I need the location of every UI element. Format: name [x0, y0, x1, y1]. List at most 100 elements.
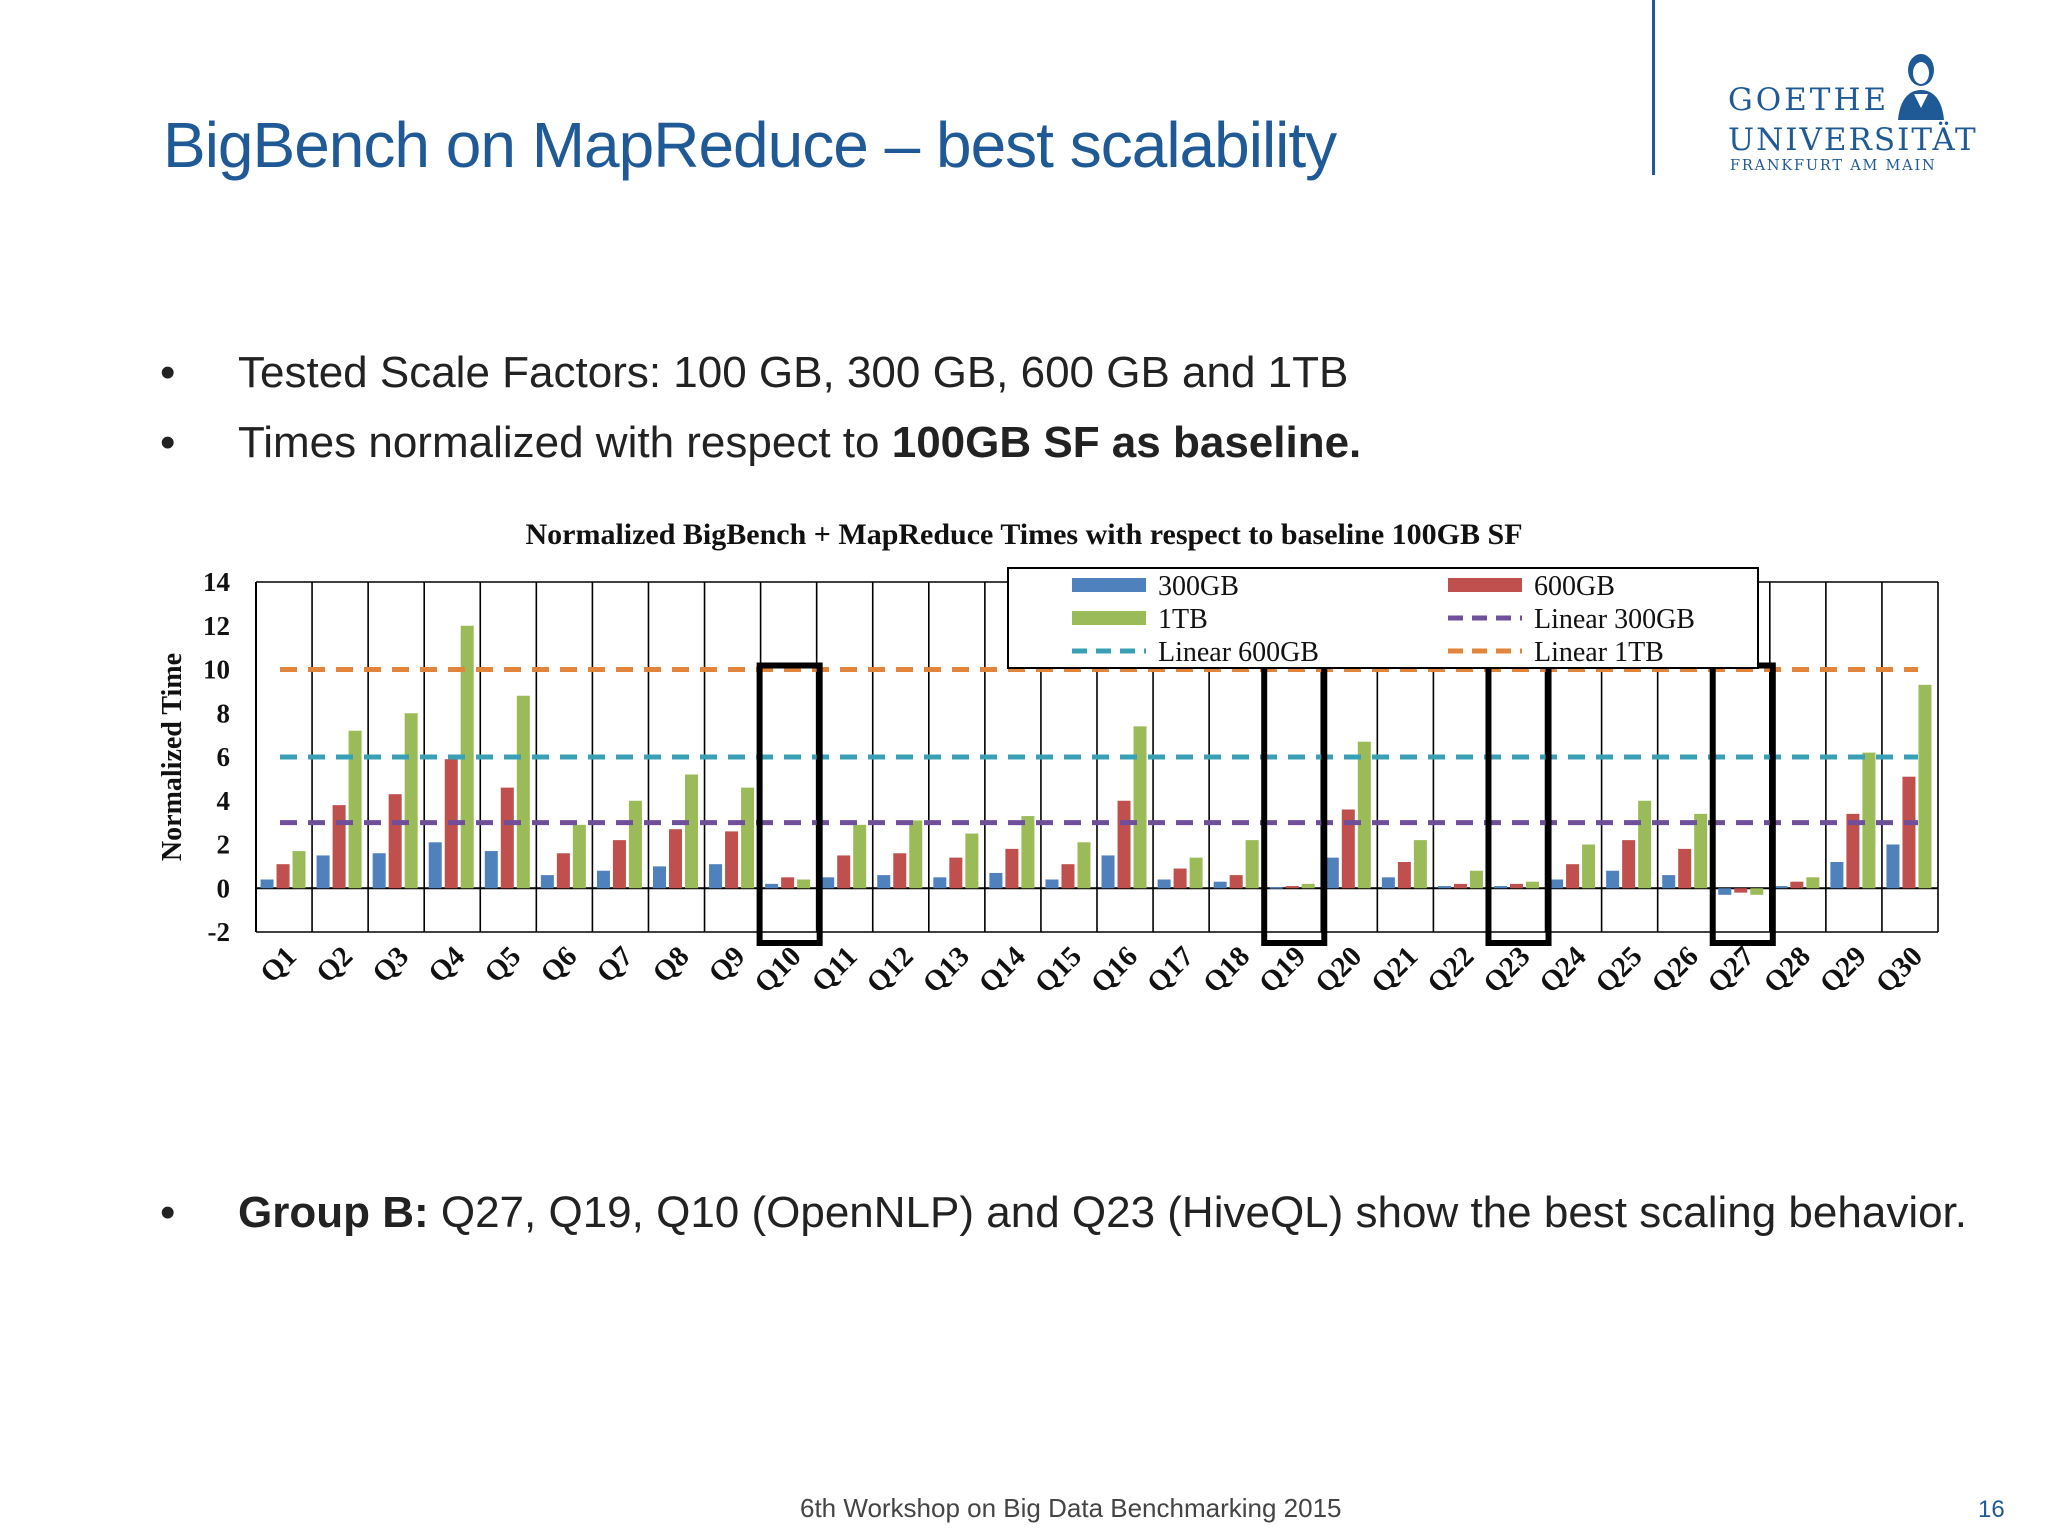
y-tick-label: 6: [217, 742, 231, 772]
y-tick-label: 14: [203, 567, 230, 597]
y-tick-label: 0: [217, 873, 231, 903]
bar-600gb: [1734, 888, 1748, 893]
y-tick-label: 8: [217, 698, 231, 728]
bar-300gb: [316, 855, 330, 889]
x-tick-label: Q2: [310, 940, 359, 989]
bullet-glyph: •: [160, 418, 176, 467]
bar-300gb: [1830, 862, 1844, 889]
bar-300gb: [484, 851, 498, 889]
bar-300gb: [1213, 881, 1227, 889]
bar-600gb: [1510, 883, 1523, 889]
bullet-glyph: •: [160, 1188, 176, 1237]
bar-1tb: [1021, 816, 1035, 889]
bar-1tb: [797, 879, 811, 889]
bar-300gb: [1718, 888, 1732, 895]
bar-300gb: [933, 877, 947, 889]
bar-1tb: [516, 695, 530, 889]
legend-swatch: [1448, 578, 1522, 592]
legend-label: 300GB: [1158, 571, 1239, 602]
bar-600gb: [949, 857, 963, 889]
bar-1tb: [909, 820, 923, 889]
bullet-text-normal: Times normalized with respect to: [238, 418, 892, 467]
bar-600gb: [612, 840, 626, 889]
bar-600gb: [669, 829, 682, 889]
x-tick-label: Q14: [973, 940, 1032, 999]
bullet-text: Group B: Q27, Q19, Q10 (OpenNLP) and Q23…: [238, 1188, 1967, 1238]
x-tick-label: Q17: [1141, 940, 1200, 999]
highlight-box: [1709, 662, 1776, 946]
x-tick-label: Q5: [478, 940, 527, 989]
x-tick-label: Q21: [1365, 940, 1424, 999]
y-tick-label: 2: [217, 830, 231, 860]
bar-1tb: [853, 824, 867, 889]
bar-600gb: [725, 831, 739, 889]
y-tick-label: -2: [208, 917, 231, 947]
bar-600gb: [1622, 840, 1636, 889]
bar-600gb: [1229, 875, 1243, 889]
bar-600gb: [500, 787, 514, 889]
bar-300gb: [1045, 879, 1059, 889]
x-tick-label: Q26: [1646, 940, 1705, 999]
x-tick-label: Q22: [1421, 940, 1480, 999]
bullet-text: Tested Scale Factors: 100 GB, 300 GB, 60…: [238, 348, 1349, 397]
x-tick-label: Q25: [1589, 940, 1648, 999]
x-tick-label: Q29: [1814, 940, 1873, 999]
bar-1tb: [1638, 800, 1652, 889]
bar-1tb: [628, 800, 642, 889]
x-tick-label: Q28: [1758, 940, 1817, 999]
bar-1tb: [741, 787, 755, 889]
highlight-box: [1261, 662, 1328, 946]
x-tick-label: Q8: [647, 940, 696, 989]
slide-title: BigBench on MapReduce – best scalability: [163, 109, 1337, 181]
bar-300gb: [1606, 870, 1620, 889]
bar-1tb: [1413, 840, 1427, 889]
x-tick-label: Q27: [1702, 940, 1761, 999]
bar-600gb: [1341, 809, 1355, 889]
bar-1tb: [572, 824, 586, 889]
bar-1tb: [1133, 726, 1147, 889]
x-tick-label: Q7: [591, 940, 640, 989]
x-tick-label: Q1: [254, 940, 303, 989]
bar-600gb: [388, 794, 402, 889]
bar-1tb: [1526, 881, 1539, 889]
bar-300gb: [372, 853, 386, 889]
bar-300gb: [428, 842, 442, 889]
bar-300gb: [1157, 879, 1171, 889]
bar-300gb: [1662, 875, 1676, 889]
bar-1tb: [1750, 888, 1764, 895]
footer-text: 6th Workshop on Big Data Benchmarking 20…: [800, 1493, 1342, 1523]
x-tick-label: Q15: [1029, 940, 1088, 999]
page-number: 16: [1978, 1496, 2005, 1523]
bar-300gb: [540, 875, 554, 889]
x-tick-label: Q30: [1870, 940, 1929, 999]
bar-600gb: [1061, 864, 1075, 889]
bar-300gb: [1494, 886, 1507, 889]
highlight-box: [1485, 662, 1552, 946]
bullet-text: Times normalized with respect to 100GB S…: [238, 418, 1361, 468]
bar-300gb: [1437, 886, 1451, 889]
bar-1tb: [292, 851, 306, 889]
bar-300gb: [821, 877, 835, 889]
bullet-text-bold: 100GB SF as baseline.: [891, 418, 1362, 467]
bar-600gb: [781, 877, 795, 889]
bar-1tb: [1077, 842, 1091, 889]
bar-300gb: [765, 883, 779, 889]
bar-300gb: [596, 870, 610, 889]
bar-600gb: [332, 805, 346, 889]
bar-1tb: [1806, 877, 1820, 889]
bar-600gb: [837, 855, 851, 889]
bar-600gb: [1566, 864, 1580, 889]
bar-600gb: [1173, 868, 1187, 889]
logo-line-goethe: GOETHE: [1728, 82, 1890, 118]
bar-300gb: [1101, 855, 1115, 889]
bar-300gb: [1774, 886, 1788, 889]
bar-1tb: [1862, 752, 1876, 889]
y-tick-label: 10: [203, 655, 230, 685]
bar-600gb: [1902, 776, 1916, 889]
bar-1tb: [1189, 857, 1203, 889]
x-tick-label: Q10: [748, 940, 807, 999]
bar-300gb: [260, 879, 274, 889]
goethe-portrait-icon: [1898, 54, 1944, 120]
x-tick-label: Q19: [1253, 940, 1312, 999]
bar-600gb: [1117, 800, 1131, 889]
